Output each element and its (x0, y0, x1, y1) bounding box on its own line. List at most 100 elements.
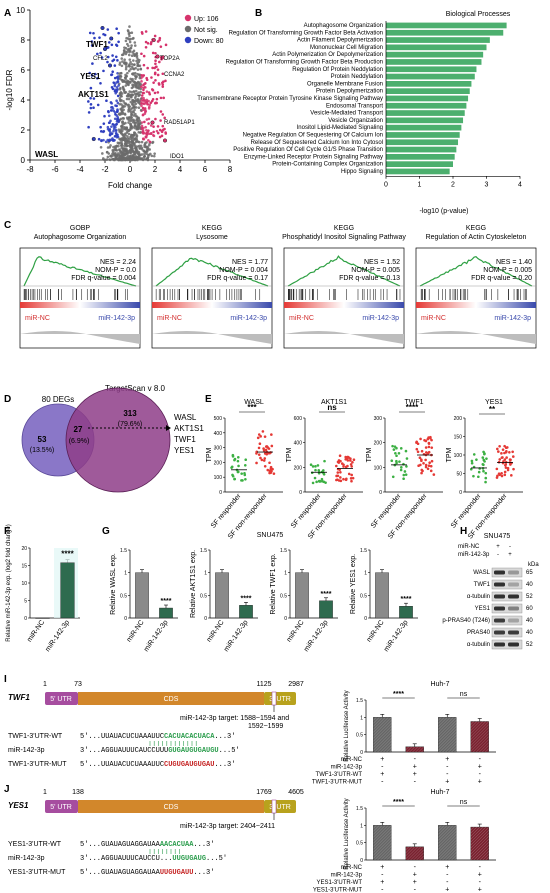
volcano-point-up (161, 85, 165, 88)
bar (375, 572, 389, 619)
volcano-point (140, 146, 144, 150)
volcano-point (136, 145, 140, 148)
volcano-point (140, 99, 143, 102)
bar-ytick: 1.5 (280, 548, 287, 554)
volcano-point (141, 113, 145, 117)
mir-expression-bar-chart: 0 5 10 15 20 Relative miR-142-3p exp. (log2 f… (6, 524, 80, 653)
process-xtick: 3 (485, 181, 489, 188)
volcano-point-up (161, 72, 165, 76)
tpm-dot-nonresponder (344, 465, 348, 469)
volcano-point-down (107, 41, 111, 44)
volcano-point (139, 108, 143, 112)
tpm-dot-responder (321, 480, 324, 483)
bar-ytick: 0.5 (356, 841, 363, 847)
tpm-dot-responder (233, 457, 237, 461)
volcano-point (135, 147, 138, 151)
luc-condition-sign: - (479, 879, 482, 886)
volcano-point (151, 141, 154, 145)
volcano-point-down (113, 64, 117, 67)
volcano-point-down (89, 96, 92, 100)
volcano-point-down (111, 122, 115, 126)
volcano-point (125, 144, 129, 148)
volcano-point (140, 124, 144, 128)
tpm-dot-nonresponder (510, 474, 513, 477)
process-bar (386, 22, 507, 29)
tpm-ytick: 300 (214, 446, 223, 452)
volcano-highlight-point (150, 120, 155, 125)
panel-label-i: I (4, 674, 7, 685)
volcano-point (123, 142, 127, 145)
volcano-point (131, 77, 134, 81)
tpm-dot-nonresponder (263, 457, 267, 460)
luc-condition-sign: - (414, 864, 417, 871)
blot-band (494, 594, 505, 599)
process-bar (386, 51, 484, 58)
process-label: Enzyme-Linked Receptor Protein Signaling… (244, 154, 383, 160)
tpm-dot-nonresponder (427, 445, 431, 449)
tpm-dot-responder (320, 477, 324, 481)
volcano-point (126, 79, 129, 83)
bar (159, 607, 173, 619)
blot-band (494, 642, 505, 647)
volcano-point (124, 152, 127, 156)
tpm-dot-nonresponder (270, 433, 273, 436)
target-text: miR-142-3p target: 1588~1594 and (180, 715, 289, 722)
process-label: Positive Regulation Of Cell Cycle G1/S P… (233, 147, 383, 153)
process-bar (386, 59, 482, 65)
process-bar (386, 110, 465, 116)
volcano-point-up (159, 45, 163, 48)
tpm-dot-nonresponder (501, 456, 504, 459)
volcano-point-down (108, 133, 112, 137)
process-label: Protein Depolymerization (316, 89, 383, 95)
luc-condition-sign: - (381, 872, 384, 879)
volcano-point (126, 137, 130, 140)
volcano-point (127, 69, 131, 73)
volcano-point (145, 128, 148, 132)
volcano-point (117, 84, 120, 87)
volcano-point (138, 125, 141, 128)
volcano-point-up (157, 83, 161, 86)
gsea-curve (287, 255, 401, 287)
volcano-point (104, 140, 108, 144)
volcano-point (118, 97, 122, 100)
tpm-gene-title: YES1 (485, 399, 503, 406)
volcano-point (133, 82, 137, 86)
volcano-point (123, 46, 126, 49)
volcano-point-down (88, 31, 92, 35)
process-label: Negative Regulation Of Sequestering Of C… (243, 133, 383, 139)
tpm-dot-responder (392, 448, 396, 451)
tpm-dot-responder (472, 453, 476, 456)
bar-ytick: 0.5 (356, 733, 363, 739)
luc-condition-sign: + (478, 779, 482, 786)
volcano-point-down (92, 106, 95, 109)
volcano-point-down (107, 110, 110, 114)
process-bar (386, 161, 453, 167)
volcano-point (123, 147, 127, 151)
volcano-point (131, 83, 134, 87)
tpm-dot-responder (391, 475, 395, 479)
volcano-point (131, 93, 134, 97)
tpm-dot-nonresponder (351, 460, 354, 464)
tpm-dot-nonresponder (257, 453, 261, 456)
gsea-mir-label: miR-142-3p (494, 315, 531, 322)
process-label: Protein Neddylation (331, 74, 383, 80)
volcano-point-up (156, 68, 160, 71)
luc-title: Huh-7 (430, 789, 449, 796)
process-bar (386, 44, 487, 51)
tpm-dot-responder (316, 464, 320, 467)
volcano-point (142, 149, 145, 152)
tpm-dot-nonresponder (349, 477, 353, 480)
volcano-point (136, 98, 140, 102)
tpm-dot-nonresponder (420, 471, 423, 475)
tpm-ytick: 0 (299, 490, 302, 496)
process-bar (386, 102, 467, 109)
volcano-point (127, 106, 131, 109)
tpm-significance: **** (406, 403, 419, 412)
volcano-point (134, 157, 137, 161)
h-sign: + (508, 552, 512, 558)
volcano-point-up (143, 107, 147, 110)
blot-band (494, 570, 505, 575)
volcano-point (127, 53, 131, 57)
